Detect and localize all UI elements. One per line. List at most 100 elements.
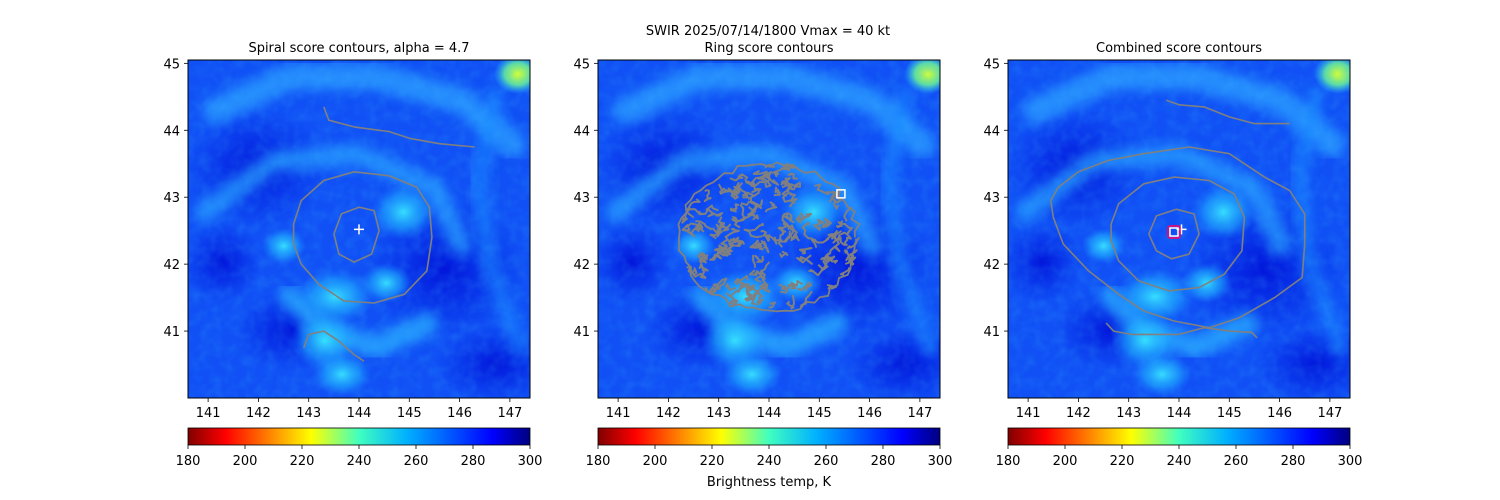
- ring-contour-segment: [744, 295, 752, 302]
- y-tick-label: 44: [573, 124, 590, 139]
- x-tick-label: 145: [1217, 406, 1242, 421]
- ring-contour-segment: [797, 281, 813, 291]
- ring-contour-segment: [717, 240, 746, 253]
- ring-contour-segment: [838, 220, 853, 234]
- ring-contour-segment: [747, 192, 763, 209]
- ring-contour-segment: [798, 247, 813, 255]
- ring-contour-segment: [685, 222, 701, 233]
- ring-contour-segment: [704, 208, 724, 218]
- ring-contour-segment: [823, 237, 841, 260]
- colorbar-tick-label: 280: [871, 454, 896, 469]
- ring-contour-segment: [814, 183, 830, 196]
- ring-contour-segment: [844, 249, 855, 257]
- panel-title: Spiral score contours, alpha = 4.7: [248, 41, 469, 56]
- ring-contour-segment: [709, 254, 718, 261]
- square-marker: [1169, 227, 1179, 237]
- colorbar-tick-label: 300: [1338, 454, 1363, 469]
- ring-contour-segment: [699, 252, 708, 263]
- y-tick-label: 43: [163, 191, 180, 206]
- contour-lines: [292, 106, 475, 362]
- ring-contour-segment: [825, 190, 839, 195]
- colorbar-tick-label: 180: [586, 454, 611, 469]
- x-tick-label: 141: [196, 406, 221, 421]
- ring-contour-segment: [737, 203, 746, 223]
- x-tick-label: 146: [857, 406, 882, 421]
- ring-contour-segment: [789, 192, 796, 204]
- ring-contour-segment: [731, 216, 741, 229]
- y-tick-label: 42: [983, 258, 1000, 273]
- figure-suptitle: SWIR 2025/07/14/1800 Vmax = 40 kt: [646, 24, 890, 39]
- panel-2: 141 142 143 144 145 146 147 41 42 43 44 45 Ring scor…: [573, 41, 953, 490]
- ring-contour-segment: [786, 294, 795, 310]
- y-tick-label: 45: [573, 57, 590, 72]
- x-tick-label: 147: [497, 406, 522, 421]
- ring-contour-segment: [730, 236, 740, 246]
- colorbar-label: Brightness temp, K: [707, 475, 832, 490]
- colorbar-tick-label: 200: [1053, 454, 1078, 469]
- ring-contour-segment: [754, 239, 762, 249]
- ring-contour-segment: [766, 234, 782, 245]
- colorbar-tick-label: 220: [290, 454, 315, 469]
- colorbar-tick-label: 300: [928, 454, 953, 469]
- contour-line-3: [323, 106, 475, 148]
- combined-marker-ring: [1167, 225, 1181, 239]
- ring-contour-segment: [799, 212, 813, 222]
- ring-contour-segment: [724, 283, 737, 292]
- colorbar-tick-label: 240: [347, 454, 372, 469]
- colorbar-tick-label: 280: [1281, 454, 1306, 469]
- ring-contour-segment: [786, 212, 795, 224]
- colorbar-tick-label: 220: [700, 454, 725, 469]
- ring-contour-segment: [711, 223, 725, 234]
- contour-line-2: [1110, 176, 1246, 292]
- ring-contour-segment: [717, 183, 730, 195]
- colorbar-tick-label: 240: [757, 454, 782, 469]
- y-tick-label: 45: [163, 57, 180, 72]
- x-tick-label: 141: [606, 406, 631, 421]
- ring-contour-segment: [821, 217, 832, 228]
- ring-contour-segment: [750, 297, 757, 306]
- ring-contour-segment: [744, 178, 755, 187]
- colorbar-tick-label: 240: [1167, 454, 1192, 469]
- ring-contour-segment: [789, 181, 802, 191]
- contour-line-4: [302, 330, 365, 362]
- ring-contour-segment: [759, 282, 768, 291]
- x-tick-label: 146: [1267, 406, 1292, 421]
- x-tick-label: 142: [656, 406, 681, 421]
- ring-contour-segment: [836, 220, 843, 229]
- ring-contour-segment: [764, 200, 778, 213]
- colorbar-tick-label: 280: [461, 454, 486, 469]
- ring-contour-segment: [808, 263, 829, 277]
- ring-contour-segment: [752, 254, 756, 268]
- colorbar-tick-label: 180: [176, 454, 201, 469]
- ring-contour-segment: [727, 187, 739, 200]
- ring-contour-segment: [813, 218, 825, 231]
- ring-contour-segment: [721, 242, 728, 251]
- ring-contour-segment: [839, 267, 850, 276]
- ring-contour-segment: [733, 275, 749, 285]
- ring-contour-segment: [830, 195, 840, 210]
- panel-title: Combined score contours: [1096, 41, 1262, 56]
- x-tick-label: 143: [1116, 406, 1141, 421]
- ring-contour-segment: [780, 181, 792, 188]
- y-tick-label: 44: [983, 124, 1000, 139]
- ring-contour-segment: [810, 237, 830, 248]
- panel-title: Ring score contours: [704, 41, 833, 56]
- y-tick-label: 41: [983, 325, 1000, 340]
- ring-contour-segment: [778, 250, 789, 258]
- ring-contour-segment: [751, 187, 761, 198]
- x-tick-label: 144: [347, 406, 372, 421]
- ring-contour-segment: [760, 229, 771, 243]
- colorbar-tick-label: 300: [518, 454, 543, 469]
- ring-contour-segment: [790, 279, 804, 290]
- y-tick-label: 42: [573, 258, 590, 273]
- contour-line-5: [1105, 322, 1258, 339]
- x-tick-label: 147: [907, 406, 932, 421]
- ring-contour-segment: [709, 223, 723, 240]
- ring-contour-segment: [743, 222, 764, 239]
- image-texture: [598, 60, 940, 398]
- ring-contour-segment: [713, 247, 723, 260]
- y-tick-label: 42: [163, 258, 180, 273]
- x-tick-label: 147: [1317, 406, 1342, 421]
- ring-contour-segment: [778, 283, 789, 294]
- colorbar: [1007, 427, 1351, 446]
